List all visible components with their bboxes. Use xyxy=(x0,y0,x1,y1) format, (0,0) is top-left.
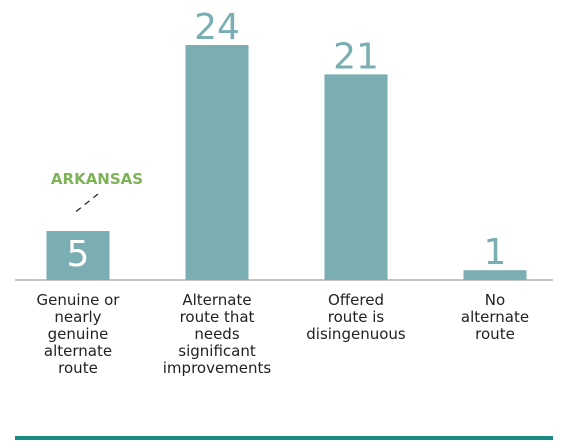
category-label: Alternate route that needs significant i… xyxy=(162,291,272,377)
category-label: No alternate route xyxy=(460,291,530,343)
bar xyxy=(46,231,110,280)
value-label: 24 xyxy=(194,7,240,48)
bar xyxy=(324,74,388,280)
annotation-line xyxy=(72,193,99,215)
value-label: 1 xyxy=(484,232,507,273)
category-label: Genuine or nearly genuine alternate rout… xyxy=(36,291,120,377)
value-label: 21 xyxy=(333,36,379,77)
value-label: 5 xyxy=(67,234,90,275)
bar xyxy=(185,45,249,280)
bar xyxy=(463,270,527,280)
annotation: ARKANSAS xyxy=(51,170,143,188)
bottom-rule xyxy=(15,436,553,440)
category-label: Offered route is disingenuous xyxy=(306,291,406,343)
